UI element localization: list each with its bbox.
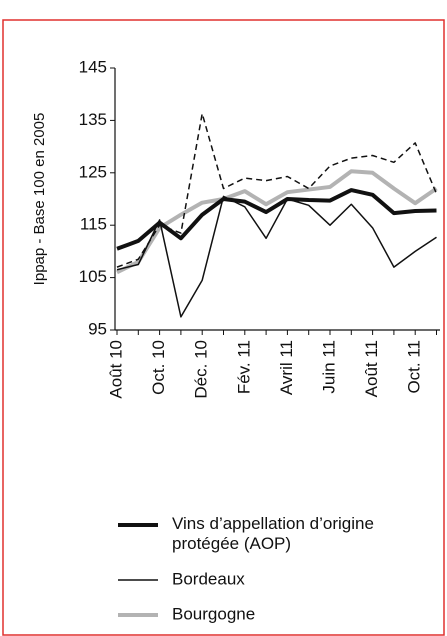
y-axis-label: Ippap - Base 100 en 2005 — [31, 113, 48, 286]
y-tick-label: 105 — [79, 267, 107, 286]
x-tick-label: Déc. 10 — [192, 340, 211, 399]
y-tick-label: 115 — [80, 215, 107, 234]
x-tick-label: Avril 11 — [277, 340, 296, 395]
y-tick-label: 145 — [79, 57, 107, 76]
series-line — [116, 169, 438, 275]
x-tick-label: Août 11 — [362, 340, 381, 397]
x-tick-label: Août 10 — [106, 340, 125, 399]
legend-label: Bourgogne — [172, 604, 255, 623]
x-tick-label: Juin 11 — [319, 340, 338, 394]
x-tick-label: Oct. 10 — [149, 340, 168, 395]
y-tick-label: 135 — [79, 110, 107, 129]
legend-label: Bordeaux — [172, 569, 245, 588]
x-tick-label: Fév. 11 — [234, 340, 253, 394]
legend-label: Vins d’appellation d’origine protégée (AO… — [172, 514, 374, 553]
frame — [2, 19, 445, 636]
series-line — [116, 188, 437, 251]
x-tick-label: Oct. 11 — [405, 340, 424, 394]
legend-line: Vins d’appellation d’origine — [172, 514, 374, 533]
y-tick-label: 125 — [79, 162, 107, 181]
series-line — [116, 195, 437, 318]
legend-line: protégée (AOP) — [172, 534, 291, 553]
y-tick-label: 95 — [88, 319, 107, 338]
